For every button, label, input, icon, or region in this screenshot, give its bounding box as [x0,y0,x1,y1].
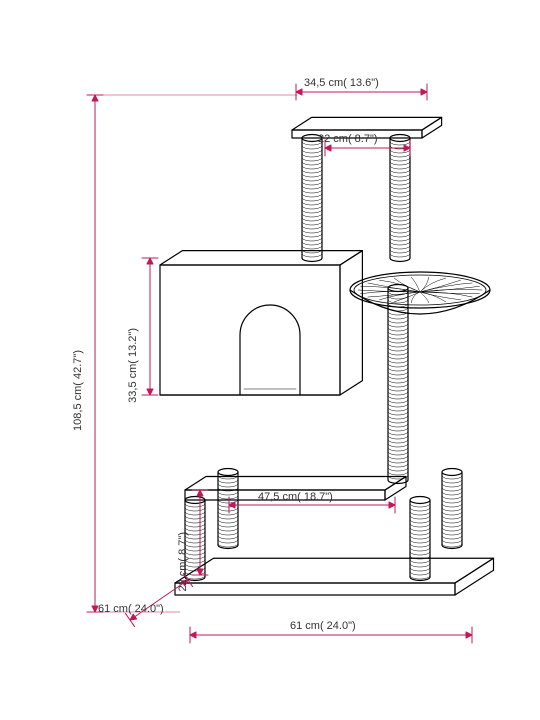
dim-house-h: 33,5 cm( 13.2") [127,328,139,403]
dim-base-w: 61 cm( 24.0") [290,620,356,632]
dim-base-d: 61 cm( 24.0") [98,603,164,615]
dim-total-height: 108,5 cm( 42.7") [72,350,84,431]
dim-top-platform-w: 34,5 cm( 13.6") [304,77,379,89]
dim-top-platform-d: 22 cm( 8.7") [318,133,378,145]
dim-lower-shelf-h: 22 cm( 8.7") [177,532,189,592]
dim-lower-shelf-w: 47,5 cm( 18.7") [258,491,333,503]
